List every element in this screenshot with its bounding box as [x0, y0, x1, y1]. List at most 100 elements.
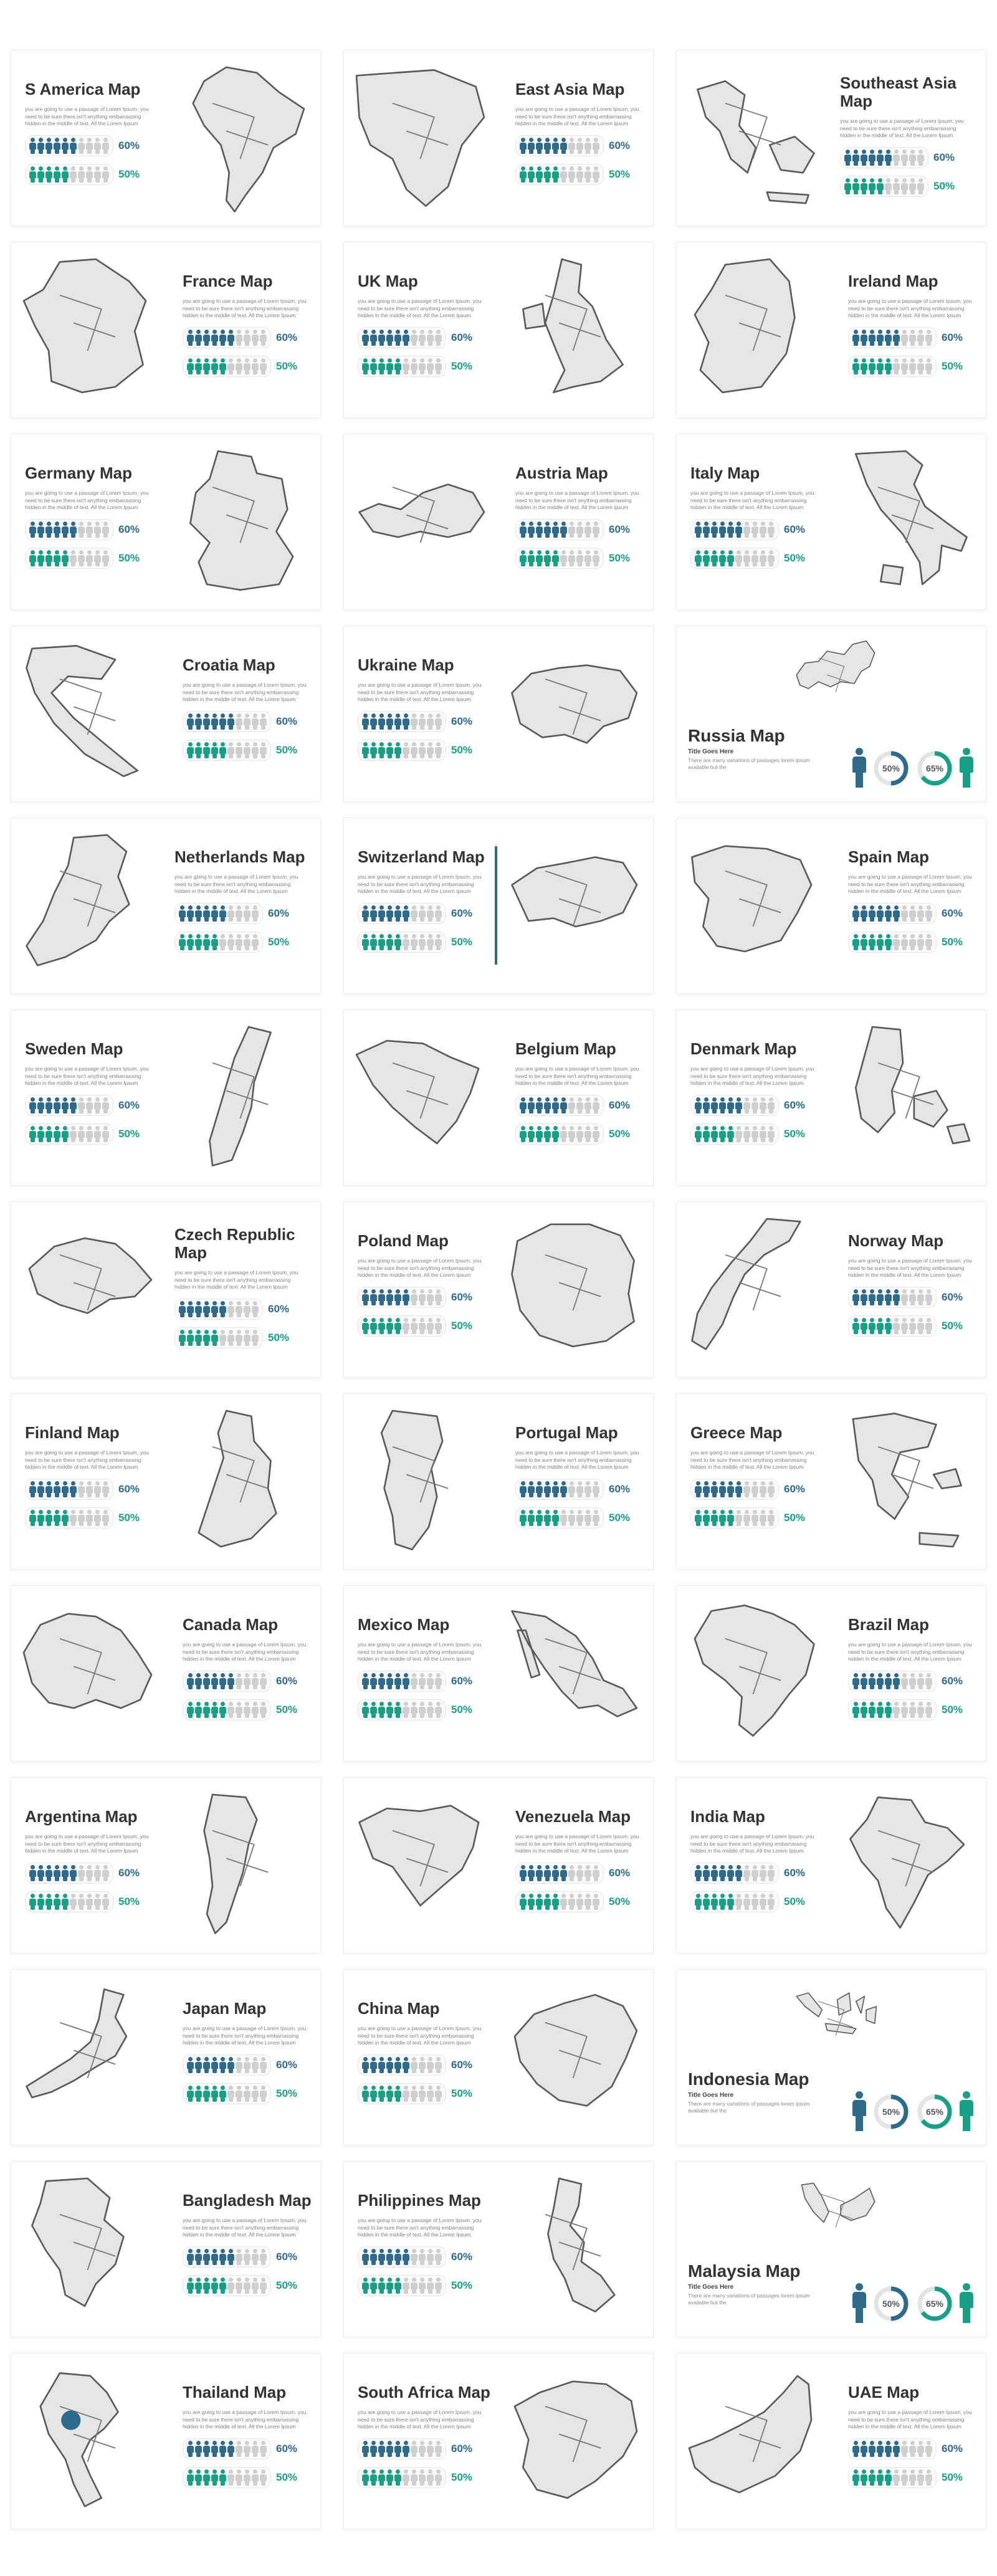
slide-card-greece[interactable]: Greece Map you are going to use a passage…	[676, 1393, 986, 1570]
slide-card-belgium[interactable]: Belgium Map you are going to use a passag…	[343, 1009, 654, 1186]
slide-card-uae[interactable]: UAE Map you are going to use a passage of…	[676, 2353, 986, 2529]
slide-card-thailand[interactable]: Thailand Map you are going to use a passa…	[11, 2353, 321, 2529]
slide-card-russia[interactable]: Russia Map Title Goes Here There are many …	[676, 626, 986, 802]
person-icon	[187, 2056, 194, 2073]
donut-chart: 65%	[916, 2285, 953, 2322]
card-description: you are going to use a passage of Lorem …	[25, 1066, 149, 1087]
card-text-block: South Africa Map you are going to use a p…	[358, 2383, 492, 2488]
slide-card-norway[interactable]: Norway Map you are going to use a passage…	[676, 1201, 986, 1378]
russia-map-shape	[733, 632, 938, 726]
person-icon	[236, 713, 242, 730]
stat-row-teal: 50%	[25, 1123, 159, 1145]
person-icon	[187, 2085, 194, 2102]
slide-card-croatia[interactable]: Croatia Map you are going to use a passag…	[11, 626, 321, 802]
slide-card-switzerland[interactable]: Switzerland Map you are going to use a pa…	[343, 818, 654, 994]
person-icon	[94, 1481, 101, 1497]
person-icon	[760, 521, 766, 538]
person-icon	[378, 1317, 385, 1334]
slide-card-czech[interactable]: Czech Republic Map you are going to use a…	[11, 1201, 321, 1378]
person-icon	[411, 2248, 417, 2265]
people-icon-group	[690, 547, 779, 569]
person-icon	[211, 2469, 218, 2486]
slide-card-brazil[interactable]: Brazil Map you are going to use a passage…	[676, 1585, 986, 1762]
slide-card-bangladesh[interactable]: Bangladesh Map you are going to use a pas…	[11, 2161, 321, 2337]
slide-card-seasia[interactable]: Southeast Asia Map you are going to use a…	[676, 50, 986, 226]
stat-percent: 50%	[276, 360, 298, 372]
person-icon	[901, 1672, 908, 1689]
slide-card-indonesia[interactable]: Indonesia Map Title Goes Here There are ma…	[676, 1969, 986, 2145]
person-icon	[386, 2469, 393, 2486]
slide-card-sweden[interactable]: Sweden Map you are going to use a passage…	[11, 1009, 321, 1186]
card-title: Austria Map	[515, 464, 608, 482]
person-icon	[528, 521, 535, 538]
card-title: Belgium Map	[515, 1039, 616, 1058]
person-icon	[584, 1509, 591, 1526]
slide-card-japan[interactable]: Japan Map you are going to use a passage …	[11, 1969, 321, 2145]
slide-card-denmark[interactable]: Denmark Map you are going to use a passag…	[676, 1009, 986, 1186]
person-icon	[528, 550, 535, 566]
people-icon-group	[848, 1286, 937, 1308]
stat-row-blue: 60%	[25, 1094, 159, 1116]
person-icon	[435, 1701, 442, 1718]
person-icon	[909, 149, 916, 166]
person-icon	[552, 1125, 559, 1142]
slide-card-eastasia[interactable]: East Asia Map you are going to use a pass…	[343, 50, 654, 226]
person-icon	[435, 2277, 442, 2294]
slide-card-germany[interactable]: Germany Map you are going to use a passag…	[11, 434, 321, 610]
person-icon	[435, 905, 442, 922]
card-text-block: France Map you are going to use a passage…	[183, 272, 317, 377]
person-icon	[584, 521, 591, 538]
card-text-block: Poland Map you are going to use a passage…	[358, 1231, 492, 1337]
stat-row-blue: 60%	[183, 2438, 317, 2459]
slide-card-finland[interactable]: Finland Map you are going to use a passag…	[11, 1393, 321, 1570]
stat-percent: 60%	[942, 2442, 963, 2454]
slide-card-malaysia[interactable]: Malaysia Map Title Goes Here There are man…	[676, 2161, 986, 2337]
slide-card-canada[interactable]: Canada Map you are going to use a passage…	[11, 1585, 321, 1762]
person-icon	[29, 1893, 36, 1910]
slide-card-southafrica[interactable]: South Africa Map you are going to use a p…	[343, 2353, 654, 2529]
slide-card-uk[interactable]: UK Map you are going to use a passage of …	[343, 242, 654, 418]
stat-row-teal: 50%	[358, 2466, 492, 2488]
slide-card-argentina[interactable]: Argentina Map you are going to use a pass…	[11, 1777, 321, 1953]
person-icon	[419, 2248, 426, 2265]
person-icon	[584, 550, 591, 566]
person-icon	[203, 2248, 210, 2265]
slide-card-ireland[interactable]: Ireland Map you are going to use a passag…	[676, 242, 986, 418]
person-icon	[187, 742, 194, 758]
card-title: China Map	[358, 1999, 440, 2018]
slide-card-china[interactable]: China Map you are going to use a passage …	[343, 1969, 654, 2145]
people-icon-group	[358, 2274, 446, 2296]
card-description: you are going to use a passage of Lorem …	[174, 1269, 298, 1290]
people-icon-group	[183, 2438, 271, 2459]
person-icon	[852, 2469, 859, 2486]
slide-card-venezuela[interactable]: Venezuela Map you are going to use a pass…	[343, 1777, 654, 1953]
person-icon	[909, 1701, 916, 1718]
slide-card-poland[interactable]: Poland Map you are going to use a passage…	[343, 1201, 654, 1378]
card-description: you are going to use a passage of Lorem …	[358, 2025, 482, 2046]
slide-card-india[interactable]: India Map you are going to use a passage …	[676, 1777, 986, 1953]
people-icon-group	[848, 1315, 937, 1337]
person-icon	[695, 550, 702, 566]
slide-card-ukraine[interactable]: Ukraine Map you are going to use a passag…	[343, 626, 654, 802]
person-icon	[102, 137, 109, 154]
person-icon	[877, 178, 884, 194]
person-icon	[386, 2277, 393, 2294]
person-icon	[719, 550, 726, 566]
person-icon	[195, 2085, 202, 2102]
slide-card-france[interactable]: France Map you are going to use a passage…	[11, 242, 321, 418]
card-description: you are going to use a passage of Lorem …	[358, 2409, 482, 2430]
slide-card-netherlands[interactable]: Netherlands Map you are going to use a pa…	[11, 818, 321, 994]
people-icon-group	[848, 2438, 937, 2459]
slide-card-italy[interactable]: Italy Map you are going to use a passage …	[676, 434, 986, 610]
person-icon	[37, 137, 44, 154]
person-icon	[861, 329, 867, 346]
slide-card-portugal[interactable]: Portugal Map you are going to use a passa…	[343, 1393, 654, 1570]
slide-card-mexico[interactable]: Mexico Map you are going to use a passage…	[343, 1585, 654, 1762]
person-icon	[403, 329, 409, 346]
slide-card-austria[interactable]: Austria Map you are going to use a passag…	[343, 434, 654, 610]
person-icon	[435, 2440, 442, 2457]
slide-card-philippines[interactable]: Philippines Map you are going to use a pa…	[343, 2161, 654, 2337]
slide-card-spain[interactable]: Spain Map you are going to use a passage …	[676, 818, 986, 994]
card-description: you are going to use a passage of Lorem …	[183, 2217, 307, 2238]
slide-card-samerica[interactable]: S America Map you are going to use a pass…	[11, 50, 321, 226]
